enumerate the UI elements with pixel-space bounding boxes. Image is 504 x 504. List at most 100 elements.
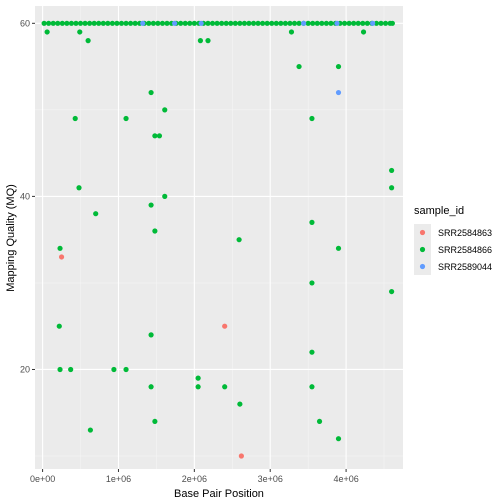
point-srr2589044 — [172, 20, 178, 26]
point-srr2584866 — [269, 20, 275, 26]
point-srr2584866 — [82, 20, 88, 26]
point-srr2584866 — [373, 20, 380, 26]
point-srr2584866 — [232, 20, 238, 26]
point-srr2584866 — [260, 20, 266, 26]
point-srr2584866 — [146, 20, 152, 26]
point-srr2584866 — [309, 349, 315, 355]
point-srr2584866 — [118, 20, 125, 26]
x-tick-label: 2e+06 — [182, 474, 207, 484]
point-srr2584866 — [296, 63, 302, 70]
point-srr2584866 — [250, 20, 257, 26]
point-srr2589044 — [301, 20, 307, 26]
point-srr2584866 — [114, 20, 120, 26]
point-srr2584866 — [73, 20, 79, 26]
point-srr2589044 — [140, 20, 146, 26]
point-srr2584866 — [50, 20, 56, 26]
point-srr2589044 — [334, 20, 340, 26]
point-srr2584866 — [105, 20, 111, 26]
plot-panel — [35, 6, 403, 469]
point-srr2584866 — [132, 20, 138, 26]
point-srr2584866 — [323, 20, 329, 26]
point-srr2584866 — [314, 20, 320, 26]
point-srr2584866 — [305, 20, 311, 26]
point-srr2584866 — [148, 202, 154, 208]
point-srr2584866 — [309, 384, 315, 390]
legend-key-point — [419, 263, 426, 270]
point-srr2584866 — [287, 20, 293, 26]
point-srr2584866 — [178, 20, 184, 26]
point-srr2584866 — [335, 63, 342, 70]
legend-title: sample_id — [414, 205, 464, 217]
point-srr2584866 — [76, 185, 82, 191]
point-srr2584866 — [382, 20, 389, 26]
y-tick-label: 20 — [20, 364, 30, 374]
point-srr2584863 — [222, 323, 228, 329]
point-srr2584866 — [246, 20, 252, 26]
point-srr2584866 — [319, 20, 325, 26]
point-srr2584866 — [309, 219, 315, 225]
point-srr2584866 — [355, 20, 361, 26]
point-srr2584866 — [152, 133, 158, 139]
point-srr2584866 — [296, 20, 302, 26]
point-srr2584866 — [364, 20, 370, 26]
point-srr2589044 — [335, 89, 342, 96]
point-srr2584866 — [389, 288, 395, 295]
point-srr2584866 — [44, 29, 50, 35]
point-srr2584866 — [191, 20, 197, 26]
point-srr2584866 — [64, 20, 70, 26]
point-srr2584866 — [87, 20, 93, 26]
point-srr2584866 — [288, 29, 295, 35]
point-srr2584866 — [236, 237, 242, 243]
legend-label: SRR2589044 — [438, 262, 492, 272]
point-srr2584866 — [335, 245, 342, 251]
point-srr2584866 — [360, 20, 366, 26]
point-srr2584866 — [77, 29, 83, 35]
point-srr2584866 — [128, 20, 134, 26]
point-srr2584866 — [93, 211, 99, 217]
point-srr2584866 — [282, 20, 288, 26]
legend-label: SRR2584863 — [438, 228, 492, 238]
point-srr2584866 — [237, 401, 243, 407]
point-srr2584866 — [148, 384, 154, 390]
x-tick-label: 3e+06 — [258, 474, 283, 484]
legend-label: SRR2584866 — [438, 245, 492, 255]
point-srr2584866 — [328, 20, 334, 26]
legend: sample_id SRR2584863 SRR2584866 SRR2589044 — [414, 205, 492, 275]
x-axis-title: Base Pair Position — [174, 488, 264, 500]
point-srr2584866 — [223, 20, 229, 26]
point-srr2584866 — [214, 20, 220, 26]
point-srr2584866 — [155, 20, 161, 26]
point-srr2584866 — [100, 20, 106, 26]
point-srr2584866 — [57, 366, 63, 373]
point-srr2584866 — [209, 20, 216, 26]
point-srr2584866 — [335, 436, 342, 442]
point-srr2584866 — [148, 332, 154, 338]
y-tick-label: 40 — [20, 191, 30, 201]
x-tick-label: 4e+06 — [333, 474, 358, 484]
point-srr2584866 — [123, 115, 129, 122]
point-srr2584866 — [360, 29, 367, 35]
point-srr2584866 — [309, 115, 315, 122]
point-srr2584866 — [68, 366, 74, 373]
point-srr2584866 — [72, 115, 78, 122]
point-srr2584866 — [228, 20, 234, 26]
x-tick-label: 0e+00 — [30, 474, 55, 484]
point-srr2584866 — [187, 20, 193, 26]
point-srr2584866 — [152, 418, 158, 425]
point-srr2584866 — [197, 38, 204, 44]
point-srr2584866 — [91, 20, 97, 26]
point-srr2584866 — [278, 20, 284, 26]
point-srr2584866 — [264, 20, 270, 26]
point-srr2584866 — [182, 20, 188, 26]
point-srr2584866 — [291, 20, 298, 26]
point-srr2584866 — [351, 20, 357, 26]
point-srr2584866 — [59, 20, 65, 26]
point-srr2584866 — [255, 20, 261, 26]
point-srr2584866 — [310, 20, 316, 26]
point-srr2584866 — [205, 38, 211, 44]
point-srr2584866 — [159, 20, 166, 26]
point-srr2589044 — [198, 20, 204, 26]
point-srr2584866 — [46, 20, 52, 26]
point-srr2584866 — [123, 366, 129, 373]
